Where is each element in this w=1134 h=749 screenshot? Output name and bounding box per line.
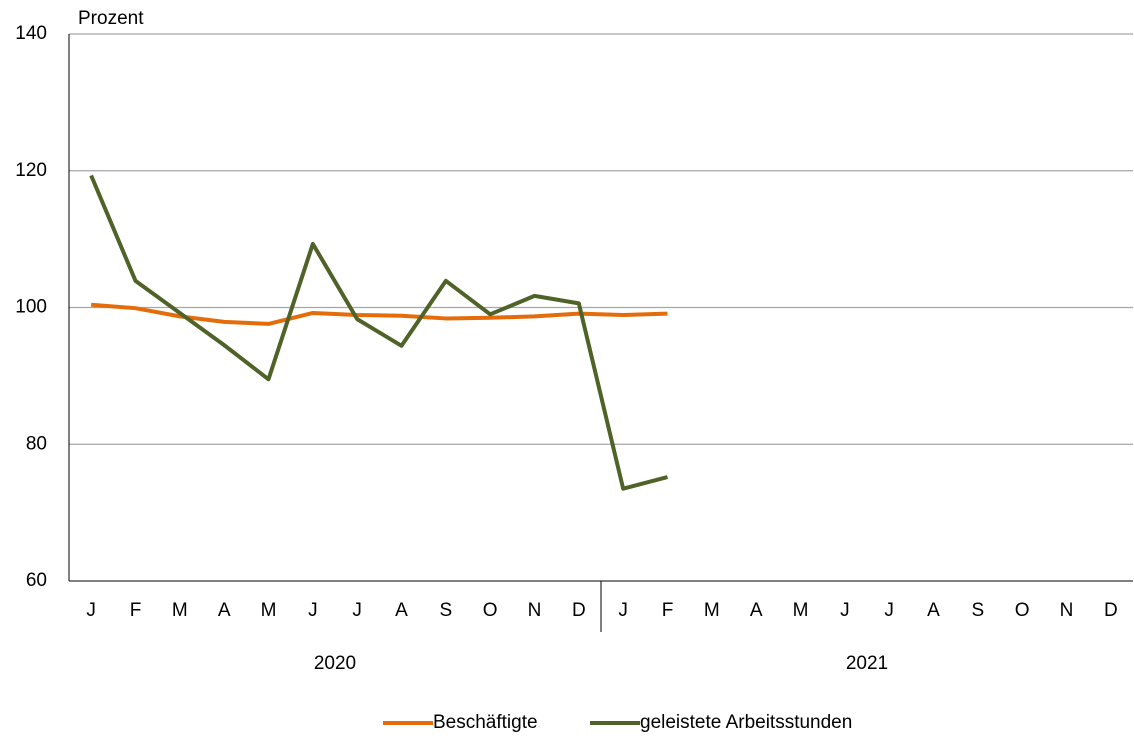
x-tick-label: A [927,600,940,621]
y-tick-label: 80 [26,433,47,454]
x-tick-label: O [483,600,498,621]
y-tick-label: 100 [15,297,47,318]
series-line [89,174,669,491]
x-tick-label: N [1060,600,1074,621]
x-tick-label: S [439,600,452,621]
x-tick-label: D [1104,600,1118,621]
x-tick-label: M [793,600,809,621]
x-tick-label: D [572,600,586,621]
x-tick-label: A [395,600,408,621]
x-tick-label: S [971,600,984,621]
x-tick-label: F [130,600,142,621]
legend-label: Beschäftigte [433,712,538,733]
x-tick-label: J [86,600,96,621]
x-tick-label: M [261,600,277,621]
x-tick-label: A [218,600,231,621]
x-tick-label: J [308,600,318,621]
group-label: 2020 [314,653,356,674]
y-axis-label: Prozent [78,8,144,29]
x-tick-label: J [884,600,894,621]
y-tick-label: 120 [15,160,47,181]
group-label: 2021 [846,653,888,674]
x-tick-label: J [618,600,628,621]
x-tick-label: F [662,600,674,621]
legend-label: geleistete Arbeitsstunden [640,712,852,733]
x-tick-label: N [528,600,542,621]
y-tick-label: 140 [15,23,47,44]
x-tick-label: M [172,600,188,621]
x-tick-label: J [840,600,850,621]
x-tick-label: A [750,600,763,621]
y-tick-label: 60 [26,570,47,591]
x-tick-label: J [352,600,362,621]
x-tick-label: M [704,600,720,621]
x-tick-label: O [1015,600,1030,621]
